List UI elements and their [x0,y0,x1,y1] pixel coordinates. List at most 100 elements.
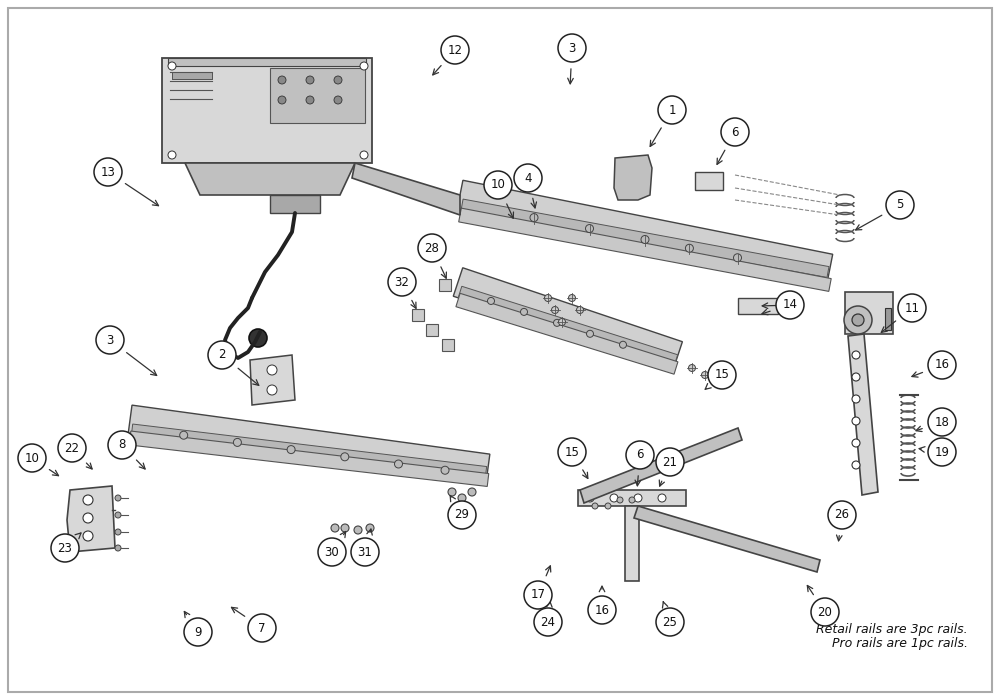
Circle shape [488,298,494,304]
Circle shape [886,191,914,219]
Circle shape [588,596,616,624]
Circle shape [208,341,236,369]
Circle shape [18,444,46,472]
Text: 15: 15 [715,368,729,382]
Text: 2: 2 [218,349,226,361]
Circle shape [658,96,686,124]
Text: 16: 16 [934,358,950,372]
Text: 16: 16 [594,603,610,617]
Circle shape [448,488,456,496]
Circle shape [524,581,552,609]
Text: 9: 9 [194,626,202,638]
Text: 32: 32 [395,276,409,288]
Polygon shape [457,181,833,281]
Circle shape [318,538,346,566]
Text: 11: 11 [904,302,920,314]
Circle shape [605,503,611,509]
Circle shape [184,618,212,646]
Circle shape [448,501,476,529]
Circle shape [617,497,623,503]
Text: 29: 29 [454,508,470,522]
Text: 3: 3 [568,41,576,55]
Circle shape [558,34,586,62]
Circle shape [734,254,742,262]
Bar [172,72,212,79]
Circle shape [267,365,277,375]
Text: 10: 10 [491,178,505,192]
Circle shape [641,235,649,244]
Circle shape [334,76,342,84]
Circle shape [341,453,349,461]
Circle shape [592,503,598,509]
Circle shape [586,225,594,232]
Circle shape [115,529,121,535]
Circle shape [520,309,528,316]
Polygon shape [461,199,829,277]
Circle shape [360,151,368,159]
Circle shape [586,330,594,337]
Text: 30: 30 [325,545,339,559]
Circle shape [360,62,368,70]
FancyBboxPatch shape [162,58,372,163]
Text: 21: 21 [662,456,678,468]
Circle shape [558,318,566,326]
Polygon shape [131,424,487,477]
Circle shape [83,495,93,505]
Circle shape [634,494,642,502]
Circle shape [714,379,722,386]
Circle shape [51,534,79,562]
Circle shape [94,158,122,186]
Text: 31: 31 [358,545,372,559]
Bar [172,72,212,79]
Polygon shape [580,428,742,503]
Text: 24: 24 [540,615,556,629]
Circle shape [534,608,562,636]
Polygon shape [453,268,682,368]
Circle shape [568,295,576,302]
Text: 6: 6 [731,125,739,139]
Text: 6: 6 [636,449,644,461]
Circle shape [267,385,277,395]
Polygon shape [129,431,489,486]
Circle shape [334,96,342,104]
Circle shape [287,446,295,454]
Circle shape [441,466,449,474]
Text: 26: 26 [834,508,850,522]
Circle shape [248,614,276,642]
Bar [695,172,723,190]
Circle shape [484,171,512,199]
Circle shape [828,501,856,529]
Bar [412,309,424,321]
Circle shape [708,361,736,389]
Bar [168,58,366,66]
Circle shape [394,460,402,468]
Polygon shape [67,486,115,552]
Circle shape [852,373,860,381]
Circle shape [544,295,552,302]
Polygon shape [634,506,820,572]
Bar [426,324,438,336]
Text: 20: 20 [818,606,832,619]
Circle shape [852,417,860,425]
Circle shape [306,96,314,104]
Circle shape [576,307,584,314]
Circle shape [656,448,684,476]
Circle shape [441,36,469,64]
Circle shape [418,234,446,262]
Text: Pro rails are 1pc rails.: Pro rails are 1pc rails. [832,637,968,650]
Text: 3: 3 [106,333,114,346]
Circle shape [306,76,314,84]
Circle shape [249,329,267,347]
Polygon shape [250,355,295,405]
Circle shape [928,438,956,466]
Polygon shape [458,286,678,365]
Circle shape [852,439,860,447]
Circle shape [108,431,136,459]
Circle shape [530,214,538,222]
Circle shape [83,531,93,541]
Circle shape [852,461,860,469]
Circle shape [852,351,860,359]
Circle shape [278,96,286,104]
Circle shape [776,291,804,319]
Circle shape [58,434,86,462]
